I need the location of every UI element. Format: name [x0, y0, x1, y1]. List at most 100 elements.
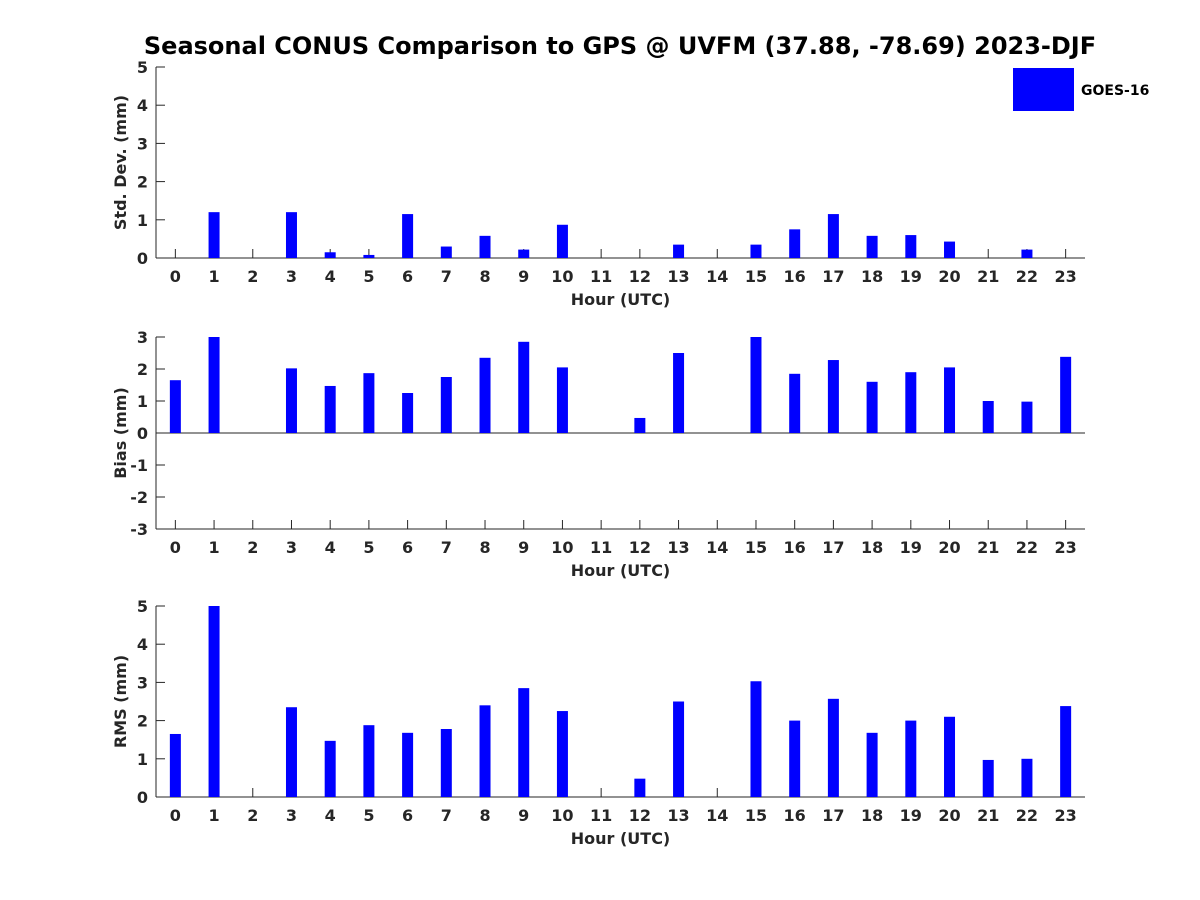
panel-3-bar-hour-20: [944, 716, 956, 797]
panel-1-bar-hour-20: [944, 241, 956, 258]
panel-1-xtick-label: 14: [706, 267, 728, 286]
panel-3-xtick-label: 23: [1055, 806, 1077, 825]
panel-2-xtick-label: 9: [518, 538, 529, 557]
panel-1-bar-hour-10: [556, 224, 568, 258]
panel-1-xtick-label: 11: [590, 267, 612, 286]
panel-1-xtick-label: 10: [551, 267, 573, 286]
panel-3-bar-hour-1: [208, 606, 220, 797]
panel-2-ytick-label: -3: [130, 520, 148, 539]
panel-3-bar-hour-21: [982, 759, 994, 797]
panel-2-xtick-label: 17: [822, 538, 844, 557]
panel-3-xtick-label: 2: [247, 806, 258, 825]
panel-2-xtick-label: 21: [977, 538, 999, 557]
panel-2-xtick-label: 3: [286, 538, 297, 557]
panel-2-ytick-label: 0: [137, 424, 148, 443]
panel-2-bar-hour-1: [208, 337, 220, 433]
panel-3-xtick-label: 15: [745, 806, 767, 825]
panel-2-xtick-label: 10: [551, 538, 573, 557]
panel-1-bar-hour-8: [479, 235, 491, 258]
panel-3-bar-hour-5: [363, 725, 375, 797]
panel-3-bar-hour-13: [673, 701, 685, 797]
panel-3-bar-hour-23: [1060, 706, 1072, 797]
panel-3-xtick-label: 13: [667, 806, 689, 825]
panel-1-xtick-label: 16: [784, 267, 806, 286]
panel-3-bar-hour-16: [789, 720, 801, 797]
panel-2-ytick-label: -1: [130, 456, 148, 475]
panel-3-ytick-label: 5: [137, 597, 148, 616]
panel-2-bar-hour-15: [750, 337, 762, 433]
panel-1-ylabel: Std. Dev. (mm): [111, 95, 130, 230]
panel-1-xtick-label: 3: [286, 267, 297, 286]
panel-2-xtick-label: 12: [629, 538, 651, 557]
panel-2-xtick-label: 2: [247, 538, 258, 557]
panel-1-bar-hour-19: [905, 235, 917, 258]
panel-3-bar-hour-15: [750, 681, 762, 797]
panel-2-bar-hour-16: [789, 373, 801, 433]
panel-2-bar-hour-3: [285, 368, 297, 433]
panel-1-bar-hour-3: [285, 212, 297, 258]
panel-2-xtick-label: 13: [667, 538, 689, 557]
panel-1-xtick-label: 20: [938, 267, 960, 286]
panel-3-xtick-label: 10: [551, 806, 573, 825]
panel-1-ytick-label: 4: [137, 96, 148, 115]
panel-2-bar-hour-18: [866, 381, 878, 433]
panel-1-bar-hour-1: [208, 212, 220, 258]
panel-2-bar-hour-8: [479, 357, 491, 433]
panel-2-bar-hour-22: [1021, 401, 1033, 433]
panel-1-ytick-label: 3: [137, 134, 148, 153]
panel-1-xtick-label: 23: [1055, 267, 1077, 286]
panel-3-xtick-label: 4: [325, 806, 336, 825]
panel-3-bar-hour-3: [285, 707, 297, 797]
panel-3-ytick-label: 0: [137, 788, 148, 807]
panel-1-xtick-label: 13: [667, 267, 689, 286]
panel-1-xtick-label: 4: [325, 267, 336, 286]
panel-1-xtick-label: 8: [479, 267, 490, 286]
panel-3-bar-hour-4: [324, 740, 336, 797]
panel-3-bar-hour-17: [827, 698, 839, 797]
panel-1-xlabel: Hour (UTC): [571, 290, 671, 309]
panel-3-xtick-label: 19: [900, 806, 922, 825]
panel-3-xtick-label: 9: [518, 806, 529, 825]
legend-swatch-goes-16: [1013, 68, 1074, 111]
panel-1-xtick-label: 9: [518, 267, 529, 286]
panel-1-xtick-label: 0: [170, 267, 181, 286]
chart-title: Seasonal CONUS Comparison to GPS @ UVFM …: [144, 32, 1096, 60]
panel-3-xtick-label: 18: [861, 806, 883, 825]
panel-2-xtick-label: 19: [900, 538, 922, 557]
panel-3-bar-hour-0: [169, 733, 181, 797]
panel-2-xtick-label: 14: [706, 538, 728, 557]
panel-2-bar-hour-4: [324, 385, 336, 433]
panel-1-xtick-label: 22: [1016, 267, 1038, 286]
panel-2-xtick-label: 23: [1055, 538, 1077, 557]
panel-1-xtick-label: 1: [208, 267, 219, 286]
panel-3-xtick-label: 14: [706, 806, 728, 825]
panel-3-bar-hour-7: [440, 729, 452, 797]
panel-3-xtick-label: 12: [629, 806, 651, 825]
panel-2-xlabel: Hour (UTC): [571, 561, 671, 580]
panel-2-bar-hour-7: [440, 377, 452, 433]
panel-3-bar-hour-10: [556, 711, 568, 797]
panel-2-bar-hour-20: [944, 367, 956, 433]
panel-1-bar-hour-22: [1021, 249, 1033, 258]
panel-3-bar-hour-12: [634, 778, 646, 797]
panel-1-xtick-label: 2: [247, 267, 258, 286]
panel-3-ytick-label: 2: [137, 712, 148, 731]
panel-2-ytick-label: 1: [137, 392, 148, 411]
panel-2-bar-hour-17: [827, 360, 839, 433]
panel-3-xtick-label: 6: [402, 806, 413, 825]
panel-1-ytick-label: 1: [137, 211, 148, 230]
panel-3-bar-hour-19: [905, 720, 917, 797]
panel-3-xlabel: Hour (UTC): [571, 829, 671, 848]
panel-3-ytick-label: 1: [137, 750, 148, 769]
panel-1-xtick-label: 12: [629, 267, 651, 286]
panel-2-xtick-label: 22: [1016, 538, 1038, 557]
panel-2-bar-hour-0: [169, 380, 181, 433]
panel-3-xtick-label: 17: [822, 806, 844, 825]
panel-3-ytick-label: 4: [137, 635, 148, 654]
panel-1-bar-hour-15: [750, 244, 762, 258]
panel-3-bar-hour-6: [402, 732, 414, 797]
panel-3-xtick-label: 0: [170, 806, 181, 825]
